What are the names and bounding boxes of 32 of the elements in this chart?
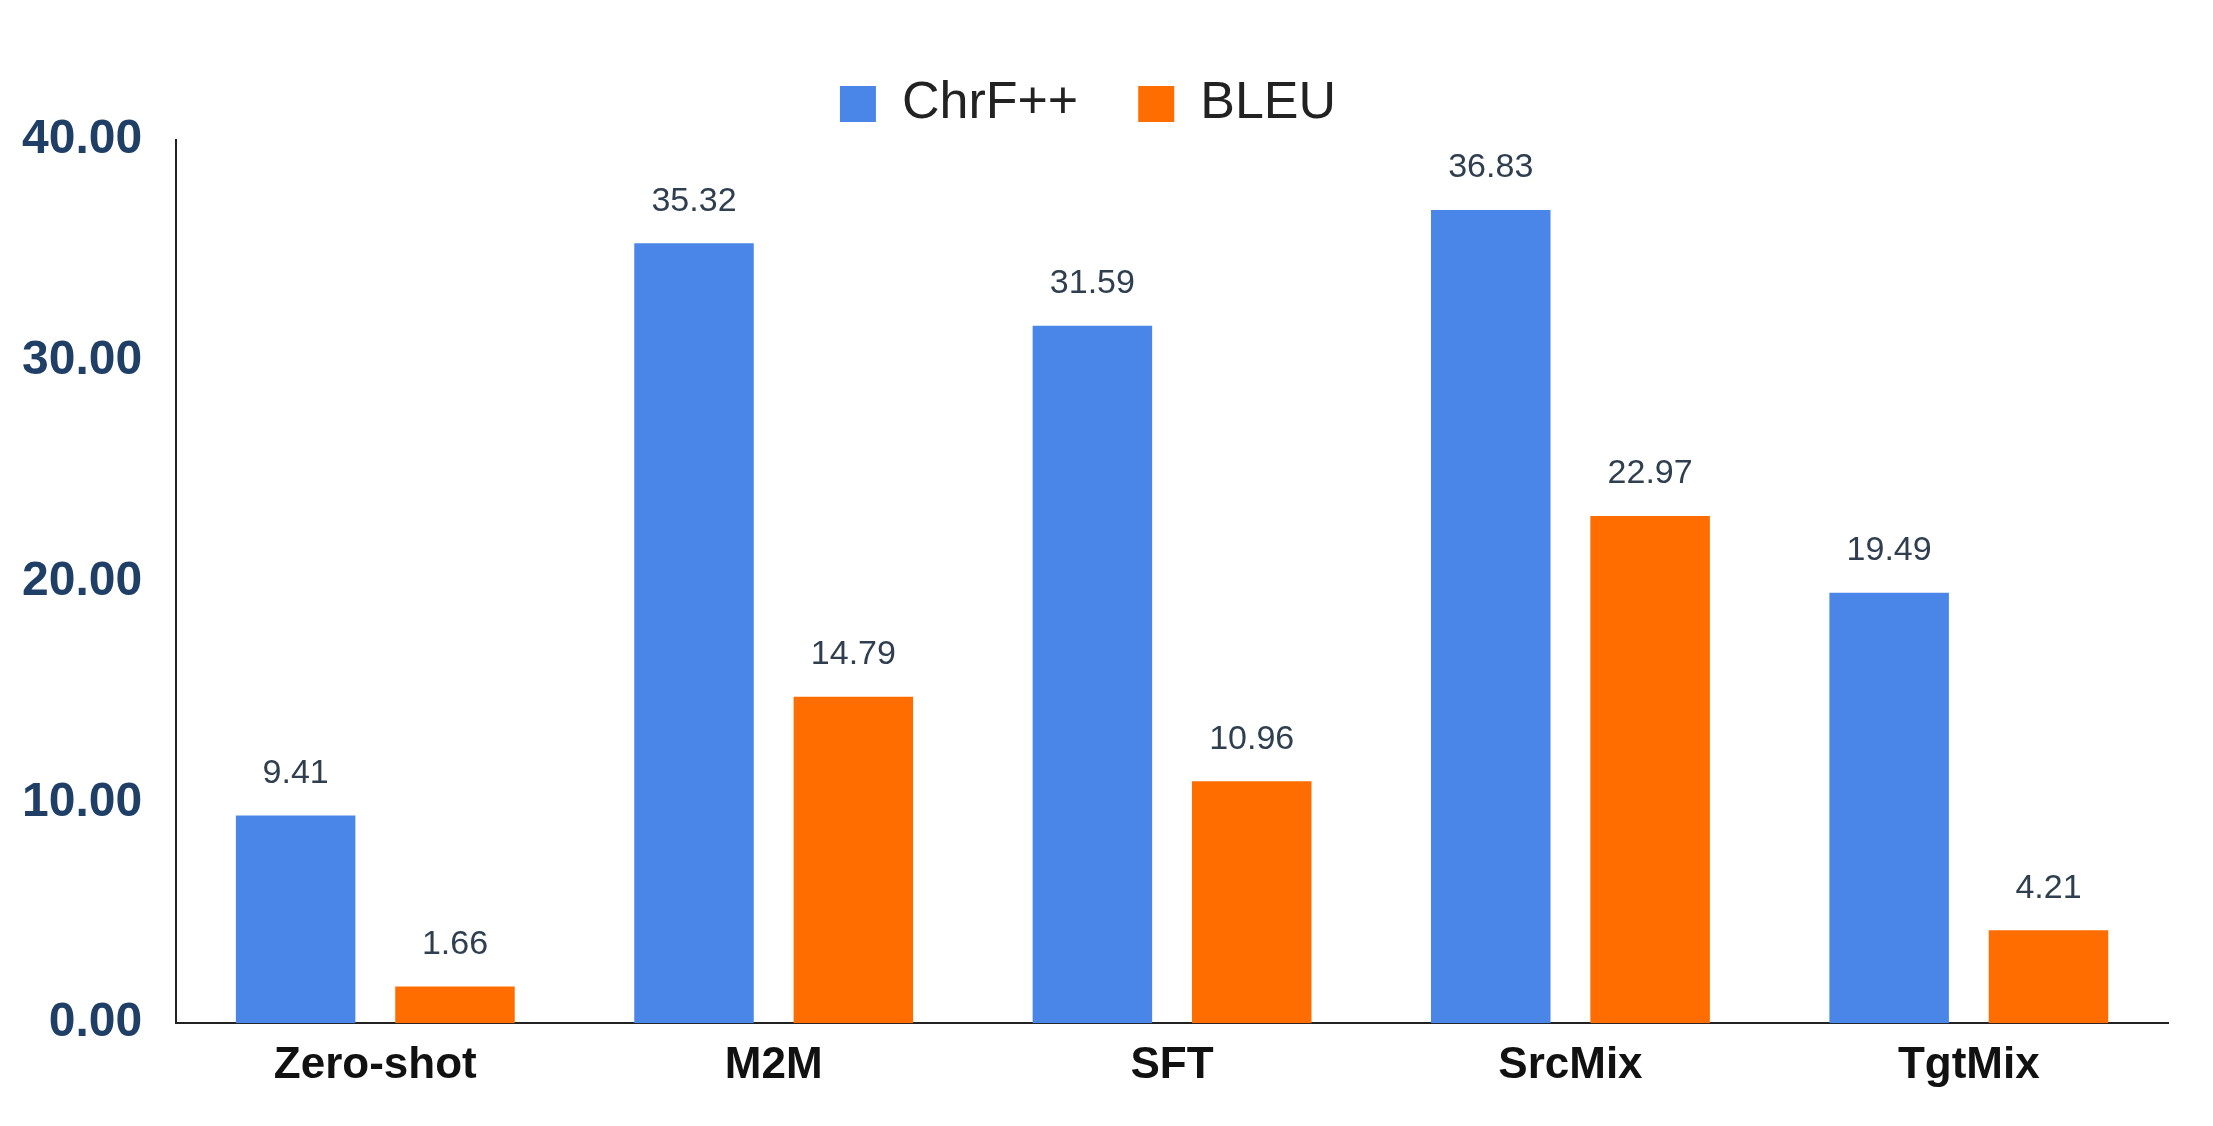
bar (235, 815, 356, 1024)
data-label: 9.41 (262, 751, 329, 790)
data-label: 14.79 (810, 633, 896, 672)
data-label: 35.32 (651, 179, 737, 218)
y-tick-label: 40.00 (21, 110, 143, 164)
data-label: 10.96 (1209, 717, 1295, 756)
x-tick-label: SrcMix (1498, 1037, 1644, 1087)
data-label: 22.97 (1607, 452, 1693, 491)
y-tick-label: 30.00 (21, 331, 143, 385)
bar (1032, 325, 1153, 1024)
x-tick-label: M2M (724, 1037, 823, 1087)
y-tick-label: 0.00 (48, 993, 143, 1047)
bar (1590, 516, 1710, 1024)
bar (634, 243, 754, 1024)
data-label: 1.66 (421, 922, 489, 961)
data-label: 36.83 (1448, 146, 1534, 185)
bar (1191, 781, 1312, 1024)
y-tick-label: 20.00 (21, 551, 143, 605)
bar (1988, 930, 2109, 1024)
bar (793, 696, 914, 1024)
x-tick-label: SFT (1130, 1037, 1214, 1087)
bar (395, 986, 515, 1024)
legend-label: ChrF++ (901, 71, 1079, 130)
data-label: 31.59 (1049, 262, 1135, 301)
data-label: 19.49 (1846, 529, 1932, 568)
x-tick-label: TgtMix (1897, 1037, 2041, 1087)
legend-label: BLEU (1200, 71, 1337, 130)
bar (1431, 209, 1551, 1024)
y-tick-label: 10.00 (21, 772, 143, 826)
data-label: 4.21 (2015, 866, 2082, 905)
x-tick-label: Zero-shot (273, 1037, 478, 1087)
bar (1829, 592, 1949, 1024)
